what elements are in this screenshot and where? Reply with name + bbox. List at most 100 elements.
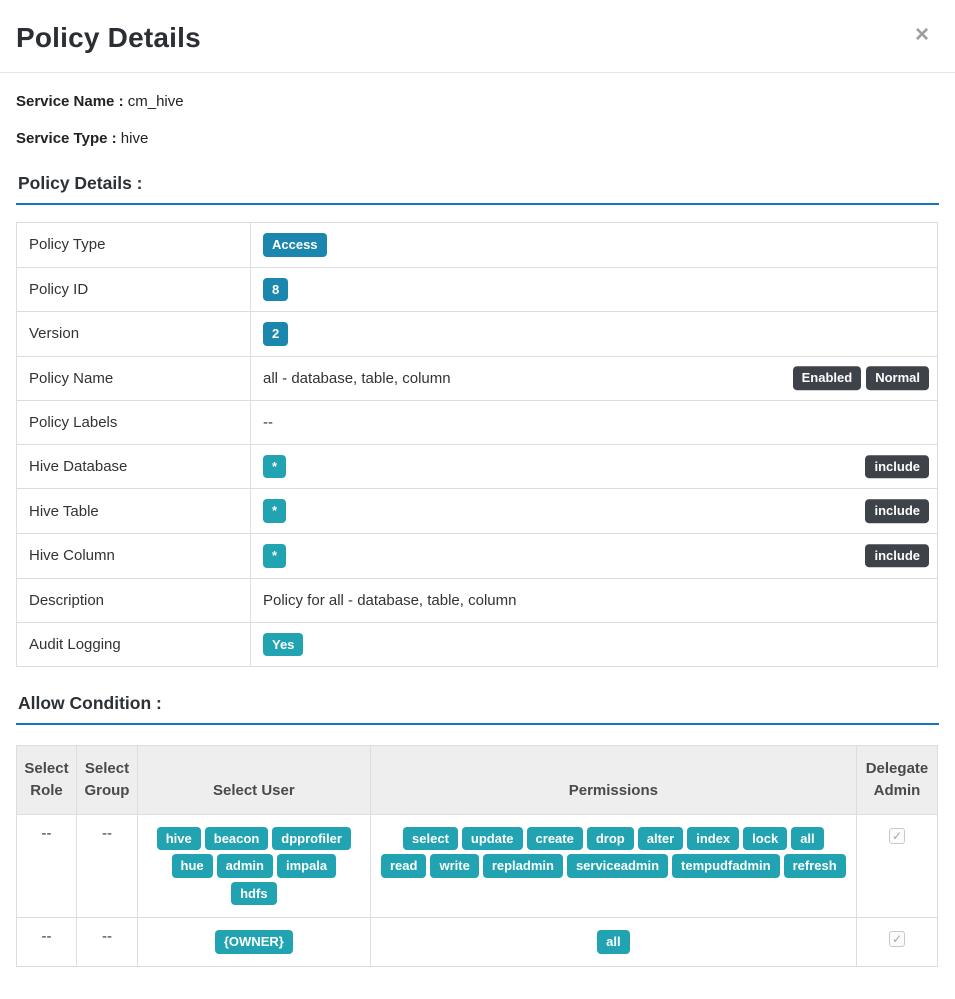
policy-row-label: Version bbox=[16, 311, 251, 357]
status-badges: include bbox=[865, 543, 929, 568]
service-type-line: Service Type : hive bbox=[16, 130, 939, 147]
policy-details-heading: Policy Details : bbox=[16, 173, 939, 205]
value-badge: 8 bbox=[263, 277, 289, 302]
permission-tag: tempudfadmin bbox=[672, 854, 780, 878]
status-badges: include bbox=[865, 454, 929, 479]
policy-row: Policy Type Access bbox=[16, 222, 938, 268]
allow-table-body: -- -- hive beacon dpprofiler hue admin impala hd… bbox=[16, 813, 939, 968]
status-badge: include bbox=[865, 454, 929, 479]
permission-tag: alter bbox=[637, 826, 684, 851]
permission-tag: all bbox=[597, 930, 630, 955]
policy-row: Hive Column * include bbox=[16, 532, 938, 579]
policy-row-label: Audit Logging bbox=[16, 621, 251, 667]
user-tag: dpprofiler bbox=[272, 826, 351, 851]
policy-row-value: Policy for all - database, table, column bbox=[250, 577, 938, 623]
policy-row-label: Policy Name bbox=[16, 355, 251, 401]
select-user-cell: hive beacon dpprofiler hue admin impala hdfs bbox=[136, 813, 371, 919]
select-role-cell: -- bbox=[16, 813, 77, 919]
column-header-delegate-admin: Delegate Admin bbox=[855, 745, 939, 815]
policy-row-value: -- bbox=[250, 399, 938, 445]
permission-tag: create bbox=[526, 826, 583, 851]
column-header-select-role: Select Role bbox=[16, 745, 77, 815]
column-header-permissions: Permissions bbox=[369, 745, 857, 815]
user-tag: hive bbox=[156, 826, 201, 851]
policy-row-label: Hive Table bbox=[16, 488, 251, 534]
policy-row-value: * include bbox=[250, 532, 938, 579]
permissions-cell: all bbox=[369, 917, 857, 968]
select-group-cell: -- bbox=[75, 813, 138, 919]
modal-header: Policy Details × bbox=[0, 0, 955, 73]
status-badge: Normal bbox=[866, 366, 929, 391]
status-badges: Enabled Normal bbox=[792, 366, 929, 391]
policy-row: Hive Database * include bbox=[16, 443, 938, 489]
column-header-select-user: Select User bbox=[136, 745, 371, 815]
user-tag: impala bbox=[276, 854, 337, 878]
column-header-select-group: Select Group bbox=[75, 745, 138, 815]
policy-row-value: * include bbox=[250, 443, 938, 489]
policy-row: Version 2 bbox=[16, 311, 938, 357]
policy-row-value: * include bbox=[250, 488, 938, 534]
status-badge: include bbox=[865, 499, 929, 523]
permission-tag: select bbox=[403, 826, 458, 851]
select-user-cell: {OWNER} bbox=[136, 917, 371, 968]
value-text: Policy for all - database, table, column bbox=[263, 591, 517, 609]
policy-details-table: Policy Type Access Policy ID 8 Version 2 Polic… bbox=[16, 222, 938, 668]
delegate-admin-cell: ✓ bbox=[855, 917, 939, 968]
value-text: all - database, table, column bbox=[263, 369, 451, 387]
policy-row-value: all - database, table, column Enabled Norm… bbox=[250, 355, 938, 401]
permissions-cell: select update create drop alter index lock all r… bbox=[369, 813, 857, 919]
value-badge: Yes bbox=[263, 632, 304, 657]
allow-row: -- -- hive beacon dpprofiler hue admin impala hd… bbox=[16, 813, 939, 919]
policy-row: Policy Labels -- bbox=[16, 399, 938, 445]
allow-table-header-row: Select Role Select Group Select User Per… bbox=[16, 745, 939, 815]
service-name-line: Service Name : cm_hive bbox=[16, 93, 939, 110]
delegate-admin-checkbox[interactable]: ✓ bbox=[888, 827, 905, 844]
policy-row: Policy Name all - database, table, column… bbox=[16, 355, 938, 401]
policy-row: Policy ID 8 bbox=[16, 266, 938, 312]
service-type-value: hive bbox=[120, 130, 149, 147]
policy-row: Description Policy for all - database, ta… bbox=[16, 577, 938, 623]
value-badge: Access bbox=[263, 233, 327, 257]
policy-row-label: Policy ID bbox=[16, 266, 251, 312]
service-type-label: Service Type : bbox=[16, 130, 117, 147]
user-tag: {OWNER} bbox=[214, 930, 293, 955]
policy-details-table-body: Policy Type Access Policy ID 8 Version 2 Polic… bbox=[16, 222, 938, 667]
policy-row-value: 2 bbox=[250, 311, 938, 357]
user-tag: hdfs bbox=[231, 881, 277, 906]
policy-row-label: Policy Labels bbox=[16, 399, 251, 445]
service-name-value: cm_hive bbox=[127, 93, 184, 110]
permission-tag: read bbox=[381, 854, 427, 878]
allow-condition-table: Select Role Select Group Select User Per… bbox=[16, 745, 939, 968]
user-tag: admin bbox=[216, 854, 273, 878]
value-badge: * bbox=[263, 543, 287, 568]
delegate-admin-cell: ✓ bbox=[855, 813, 939, 919]
permission-tag: write bbox=[430, 854, 479, 878]
permission-tag: lock bbox=[743, 826, 788, 851]
status-badge: Enabled bbox=[792, 366, 862, 391]
value-badge: 2 bbox=[263, 322, 289, 346]
value-badge: * bbox=[263, 499, 287, 523]
status-badges: include bbox=[865, 499, 929, 523]
permission-tag: drop bbox=[586, 826, 634, 851]
user-tag: hue bbox=[171, 854, 213, 878]
delegate-admin-checkbox[interactable]: ✓ bbox=[888, 931, 905, 948]
policy-row-label: Description bbox=[16, 577, 251, 623]
permission-tag: repladmin bbox=[482, 854, 563, 878]
permission-tag: index bbox=[687, 826, 740, 851]
policy-row-value: Access bbox=[251, 223, 938, 268]
service-name-label: Service Name : bbox=[16, 93, 124, 110]
allow-row: -- -- {OWNER} all ✓ bbox=[16, 917, 939, 968]
policy-row: Audit Logging Yes bbox=[16, 621, 938, 667]
permission-tag: all bbox=[791, 826, 824, 851]
permission-tag: update bbox=[461, 826, 523, 851]
page-title: Policy Details bbox=[16, 22, 201, 53]
close-icon[interactable]: × bbox=[909, 22, 935, 48]
value-badge: * bbox=[263, 454, 287, 479]
policy-row-label: Hive Database bbox=[16, 443, 251, 489]
policy-row-value: 8 bbox=[250, 266, 938, 312]
policy-row: Hive Table * include bbox=[16, 488, 938, 534]
permission-tag: refresh bbox=[783, 854, 846, 878]
policy-row-label: Policy Type bbox=[16, 222, 251, 268]
select-group-cell: -- bbox=[75, 917, 138, 968]
allow-condition-heading: Allow Condition : bbox=[16, 693, 939, 726]
